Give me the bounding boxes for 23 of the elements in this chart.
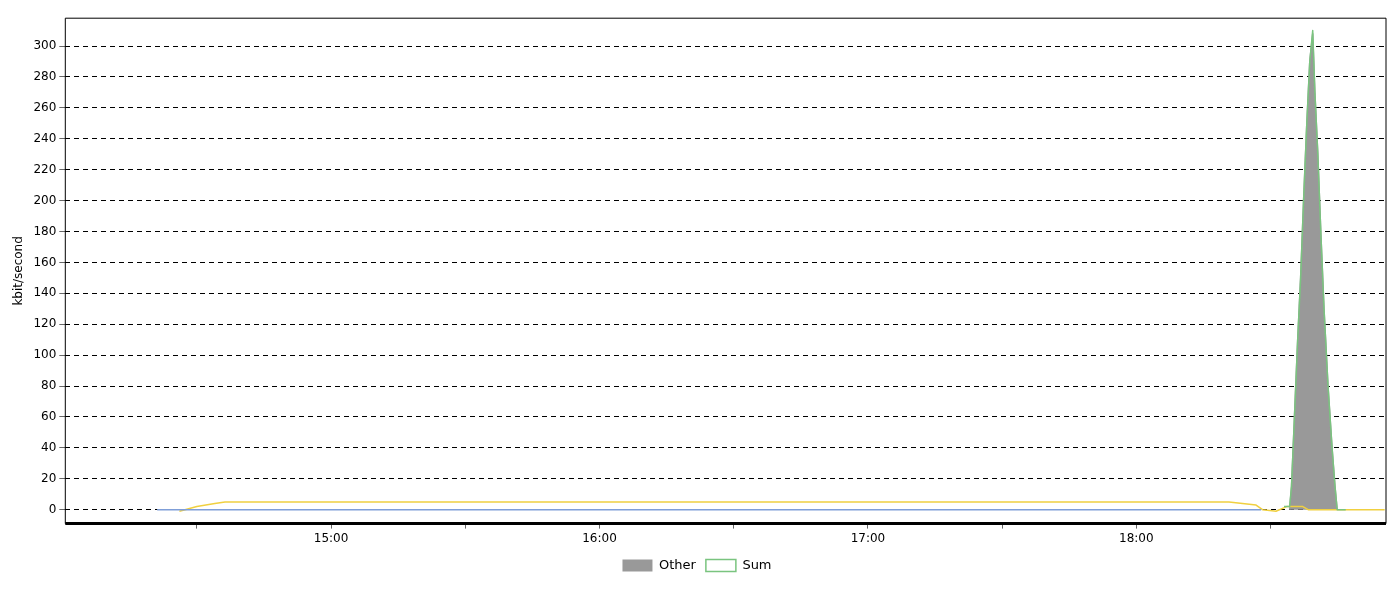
- y-tick-label: 200: [33, 192, 57, 207]
- y-tick-label: 100: [33, 347, 57, 362]
- y-tick-label: 260: [33, 99, 57, 114]
- legend-label: Sum: [742, 556, 772, 572]
- y-tick-label: 120: [33, 316, 57, 331]
- y-tick-label: 60: [41, 409, 57, 424]
- x-tick-label: 18:00: [1119, 530, 1154, 545]
- y-tick-label: 240: [33, 130, 57, 145]
- y-tick-label: 280: [33, 69, 57, 84]
- x-tick-label: 17:00: [850, 530, 886, 545]
- y-tick-label: 220: [33, 161, 57, 176]
- y-tick-label: 0: [48, 501, 57, 516]
- x-tick-label: 15:00: [313, 530, 349, 545]
- y-tick-label: 300: [33, 38, 57, 53]
- y-tick-label: 140: [33, 285, 57, 300]
- y-tick-label: 20: [41, 470, 57, 485]
- legend-label: Other: [658, 556, 697, 572]
- y-tick-label: 160: [33, 254, 57, 269]
- y-axis-title: kbit/second: [11, 236, 26, 306]
- y-tick-label: 180: [33, 223, 57, 238]
- y-tick-label: 40: [41, 439, 57, 454]
- y-tick-label: 80: [41, 378, 57, 393]
- x-tick-label: 16:00: [582, 530, 617, 545]
